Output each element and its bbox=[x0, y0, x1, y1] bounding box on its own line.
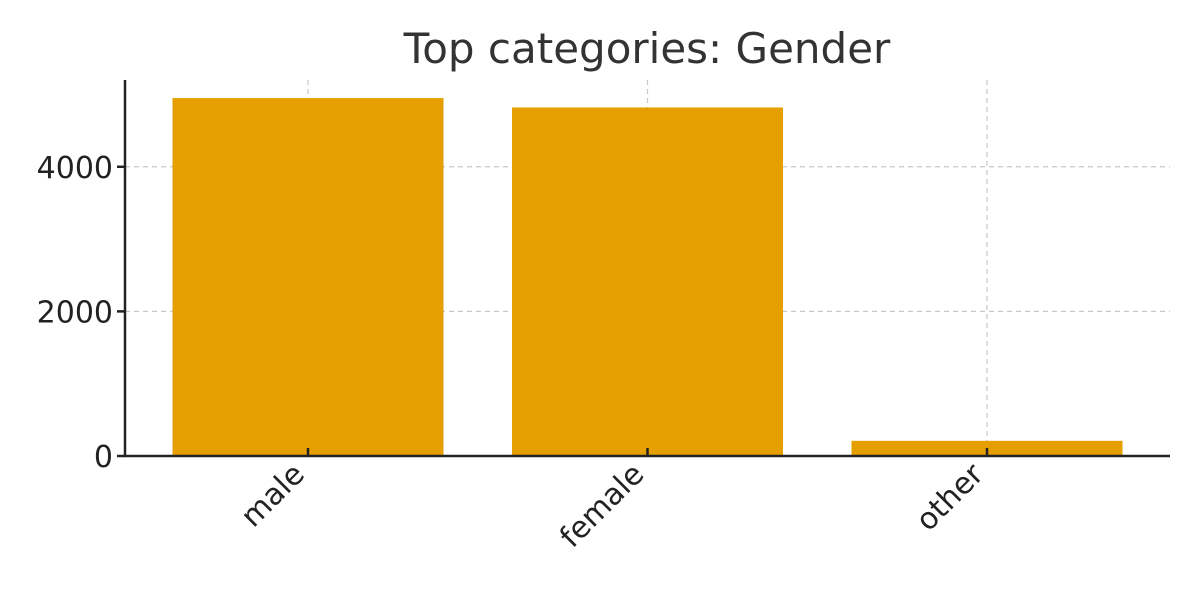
y-tick-label: 0 bbox=[94, 440, 113, 475]
x-tick-label: female bbox=[553, 457, 651, 555]
x-axis-ticks: male female other bbox=[234, 448, 991, 555]
chart-title: Top categories: Gender bbox=[403, 24, 891, 73]
x-tick-label: other bbox=[909, 456, 991, 538]
y-tick-label: 4000 bbox=[37, 151, 113, 186]
bar-female bbox=[512, 107, 783, 456]
x-tick-label: male bbox=[234, 457, 311, 534]
y-tick-label: 2000 bbox=[37, 295, 113, 330]
bars bbox=[172, 98, 1123, 457]
bar-male bbox=[172, 98, 444, 457]
y-axis-ticks: 0 2000 4000 bbox=[37, 151, 125, 475]
